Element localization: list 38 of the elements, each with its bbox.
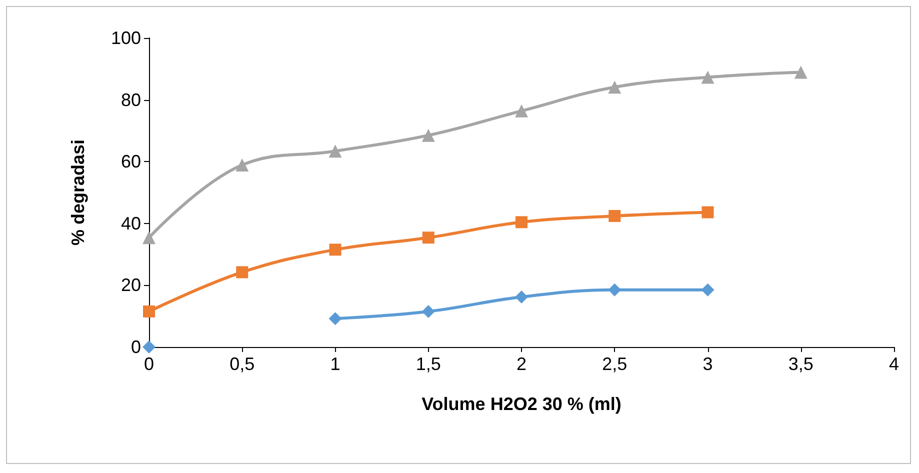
point	[515, 290, 528, 304]
point	[143, 305, 155, 318]
x-tick-label: 2,5	[602, 354, 628, 374]
point	[701, 70, 714, 84]
point	[608, 210, 621, 222]
y-tick-label: 80	[120, 90, 141, 110]
point	[422, 304, 435, 318]
point	[701, 283, 714, 296]
point	[236, 266, 248, 278]
x-tick-label: 2	[516, 354, 527, 374]
point	[515, 104, 528, 118]
y-tick-label: 40	[120, 213, 141, 234]
x-tick-label: 1,5	[416, 354, 441, 374]
x-tick-label: 3	[702, 354, 713, 374]
y-tick-label: 100	[110, 28, 141, 48]
point	[329, 244, 342, 256]
x-tick-label: 3,5	[788, 354, 814, 374]
point	[422, 232, 434, 244]
point	[328, 144, 342, 158]
point	[328, 312, 342, 326]
y-axis-title: % degradasi	[68, 139, 88, 246]
x-axis-title: Volume H2O2 30 % (ml)	[422, 394, 622, 414]
point	[702, 206, 714, 218]
x-tick-label: 4	[888, 354, 900, 374]
y-tick-label: 0	[130, 337, 141, 357]
point	[142, 231, 156, 244]
point	[516, 216, 528, 228]
point	[608, 80, 622, 94]
point	[142, 340, 156, 354]
point	[236, 158, 249, 172]
x-tick-label: 0	[144, 354, 154, 374]
x-tick-label: 1	[330, 354, 340, 374]
point	[608, 283, 622, 296]
x-tick-label: 0,5	[230, 354, 255, 374]
y-tick-label: 60	[120, 152, 141, 172]
y-tick-label: 20	[120, 275, 141, 296]
point	[422, 128, 435, 142]
point	[794, 66, 808, 79]
